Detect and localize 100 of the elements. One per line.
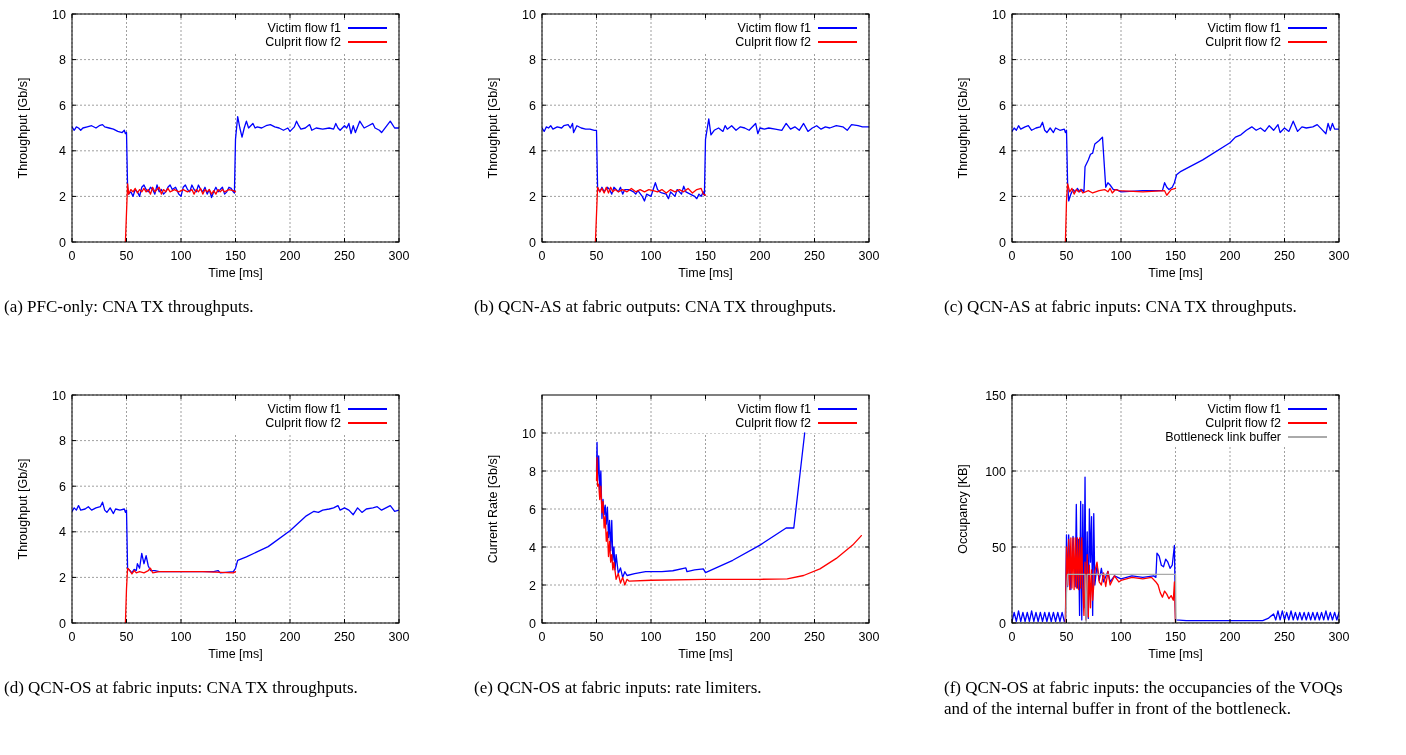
x-tick-label: 100	[170, 249, 192, 263]
legend-label: Victim flow f1	[267, 21, 342, 35]
y-tick-label: 6	[529, 502, 537, 517]
legend-label: Culprit flow f2	[735, 416, 812, 430]
y-tick-label: 0	[999, 235, 1007, 250]
line-series	[594, 186, 707, 242]
text: (a) PFC-only: CNA TX throughputs.	[4, 297, 254, 316]
x-tick-label: 250	[804, 630, 825, 644]
x-axis-title: Time [ms]	[208, 266, 263, 280]
legend-label: Victim flow f1	[737, 402, 812, 416]
x-tick-label: 250	[334, 630, 355, 644]
line-series	[1012, 120, 1339, 202]
legend-label: Culprit flow f2	[1205, 416, 1282, 430]
y-tick-label: 0	[529, 235, 537, 250]
x-tick-label: 100	[1110, 630, 1132, 644]
line-series	[542, 118, 869, 202]
text: (f) QCN-OS at fabric inputs: the occupancies of the VOQs and of the internal buffer in front of the bottleneck.	[944, 678, 1343, 718]
y-tick-label: 100	[985, 464, 1007, 479]
x-tick-label: 150	[225, 249, 246, 263]
y-tick-label: 4	[59, 525, 67, 540]
x-tick-label: 150	[695, 249, 716, 263]
y-tick-label: 6	[529, 98, 537, 113]
line-series	[595, 457, 863, 586]
x-tick-label: 200	[1219, 630, 1241, 644]
x-tick-label: 250	[1274, 249, 1295, 263]
y-tick-label: 6	[59, 98, 67, 113]
x-tick-label: 200	[749, 630, 771, 644]
x-tick-label: 0	[538, 630, 546, 644]
line-series	[124, 567, 237, 623]
x-tick-label: 0	[538, 249, 546, 263]
y-tick-label: 2	[999, 189, 1007, 204]
x-axis-title: Time [ms]	[678, 647, 733, 661]
x-tick-label: 300	[388, 630, 410, 644]
x-tick-label: 100	[1110, 249, 1132, 263]
y-tick-label: 10	[522, 7, 537, 22]
x-tick-label: 100	[170, 630, 192, 644]
x-tick-label: 100	[640, 630, 662, 644]
x-tick-label: 250	[1274, 630, 1295, 644]
text: (d) QCN-OS at fabric inputs: CNA TX throughputs.	[4, 678, 358, 697]
x-axis-title: Time [ms]	[1148, 647, 1203, 661]
x-tick-label: 150	[1165, 249, 1186, 263]
x-tick-label: 250	[804, 249, 825, 263]
y-tick-label: 4	[59, 144, 67, 159]
y-axis-title: Throughput [Gb/s]	[16, 77, 30, 179]
legend-label: Culprit flow f2	[735, 35, 812, 49]
y-tick-label: 4	[999, 144, 1007, 159]
x-tick-label: 200	[1219, 249, 1241, 263]
y-tick-label: 10	[52, 7, 67, 22]
line-series	[72, 115, 399, 199]
x-axis-title: Time [ms]	[1148, 266, 1203, 280]
y-tick-label: 6	[999, 98, 1007, 113]
x-tick-label: 0	[1008, 249, 1016, 263]
legend-label: Culprit flow f2	[265, 416, 342, 430]
x-tick-label: 300	[1328, 249, 1350, 263]
line-series	[124, 183, 237, 242]
y-tick-label: 8	[529, 53, 537, 68]
y-axis-title: Occupancy [KB]	[956, 464, 970, 554]
y-tick-label: 8	[529, 464, 537, 479]
x-tick-label: 200	[279, 249, 301, 263]
legend-label: Victim flow f1	[1207, 21, 1282, 35]
x-tick-label: 300	[388, 249, 410, 263]
x-tick-label: 200	[749, 249, 771, 263]
legend-label: Victim flow f1	[267, 402, 342, 416]
x-tick-label: 50	[1059, 630, 1074, 644]
x-axis-title: Time [ms]	[208, 647, 263, 661]
y-tick-label: 8	[59, 434, 67, 449]
legend-label: Victim flow f1	[737, 21, 812, 35]
text: (b) QCN-AS at fabric outputs: CNA TX throughputs.	[474, 297, 837, 316]
legend-label: Victim flow f1	[1207, 402, 1282, 416]
x-tick-label: 50	[589, 630, 604, 644]
x-tick-label: 100	[640, 249, 662, 263]
x-tick-label: 200	[279, 630, 301, 644]
x-axis-title: Time [ms]	[678, 266, 733, 280]
x-tick-label: 50	[119, 630, 134, 644]
y-tick-label: 10	[522, 426, 537, 441]
y-tick-label: 2	[59, 570, 67, 585]
x-tick-label: 50	[1059, 249, 1074, 263]
x-tick-label: 50	[589, 249, 604, 263]
x-tick-label: 150	[695, 630, 716, 644]
line-series	[595, 432, 806, 579]
y-tick-label: 2	[59, 189, 67, 204]
legend-label: Culprit flow f2	[1205, 35, 1282, 49]
x-tick-label: 50	[119, 249, 134, 263]
x-tick-label: 300	[858, 630, 880, 644]
y-tick-label: 2	[529, 578, 537, 593]
x-tick-label: 300	[858, 249, 880, 263]
x-tick-label: 300	[1328, 630, 1350, 644]
text: (e) QCN-OS at fabric inputs: rate limiters.	[474, 678, 762, 697]
x-tick-label: 0	[1008, 630, 1016, 644]
y-tick-label: 50	[992, 540, 1007, 555]
y-tick-label: 10	[992, 7, 1007, 22]
y-tick-label: 2	[529, 189, 537, 204]
y-tick-label: 4	[529, 144, 537, 159]
y-axis-title: Throughput [Gb/s]	[486, 77, 500, 179]
y-axis-title: Throughput [Gb/s]	[956, 77, 970, 179]
y-axis-title: Throughput [Gb/s]	[16, 458, 30, 560]
x-tick-label: 0	[68, 630, 76, 644]
x-tick-label: 250	[334, 249, 355, 263]
x-tick-label: 150	[225, 630, 246, 644]
line-series	[1064, 183, 1177, 242]
